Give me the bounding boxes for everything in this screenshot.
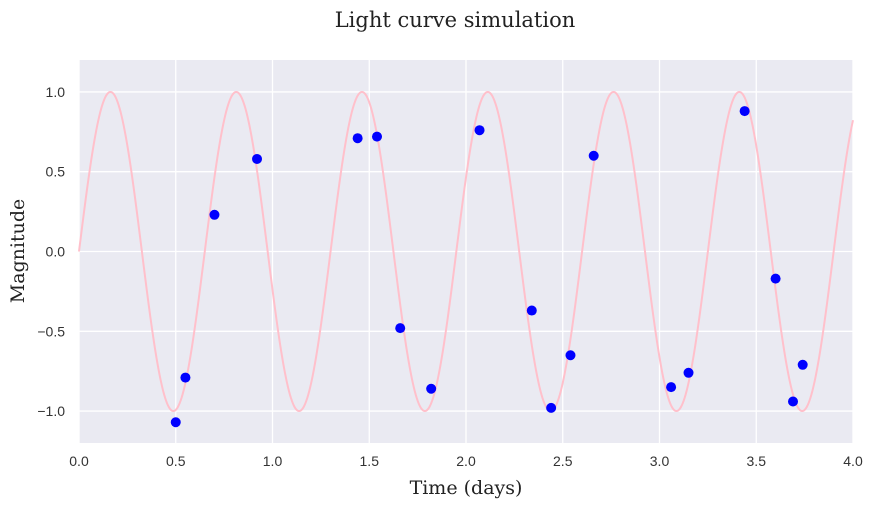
x-tick-label: 1.5 — [360, 453, 380, 469]
data-point — [546, 402, 557, 413]
data-point — [170, 417, 181, 428]
data-point — [770, 273, 781, 284]
data-point — [371, 131, 382, 142]
data-point — [474, 125, 485, 136]
data-point — [788, 396, 799, 407]
data-point — [666, 382, 677, 393]
data-point — [565, 350, 576, 361]
y-tick-label: −0.5 — [37, 323, 65, 339]
x-tick-label: 4.0 — [843, 453, 863, 469]
data-point — [683, 367, 694, 378]
model-curve — [78, 90, 854, 413]
x-tick-label: 0.0 — [69, 453, 89, 469]
x-tick-label: 1.0 — [263, 453, 283, 469]
y-tick-label: −1.0 — [37, 403, 65, 419]
x-tick-label: 3.0 — [650, 453, 670, 469]
chart-title: Light curve simulation — [335, 8, 576, 32]
model-curve-layer — [78, 90, 854, 413]
data-point — [180, 372, 191, 383]
y-tick-label: 0.0 — [46, 244, 66, 260]
y-tick-label: 1.0 — [46, 84, 66, 100]
x-tick-label: 2.5 — [553, 453, 573, 469]
data-point — [739, 106, 750, 117]
data-point — [588, 150, 599, 161]
data-point — [352, 133, 363, 144]
data-point — [426, 383, 437, 394]
data-point — [209, 209, 220, 220]
data-point — [797, 359, 808, 370]
x-tick-label: 0.5 — [166, 453, 186, 469]
x-tick-label: 2.0 — [456, 453, 476, 469]
y-axis-label: Magnitude — [7, 199, 29, 304]
x-tick-label: 3.5 — [747, 453, 767, 469]
x-axis-label: Time (days) — [410, 477, 523, 499]
data-points-layer — [170, 106, 808, 428]
data-point — [252, 153, 263, 164]
tick-labels: 0.0 0.5 1.0 1.5 2.0 2.5 3.0 3.5 4.0 1.0 0.5 0.0 −0.5… — [37, 84, 863, 469]
data-point — [526, 305, 537, 316]
data-point — [395, 323, 406, 334]
y-tick-label: 0.5 — [46, 164, 66, 180]
